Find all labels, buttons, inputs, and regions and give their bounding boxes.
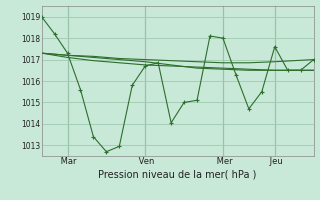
X-axis label: Pression niveau de la mer( hPa ): Pression niveau de la mer( hPa ) — [99, 169, 257, 179]
